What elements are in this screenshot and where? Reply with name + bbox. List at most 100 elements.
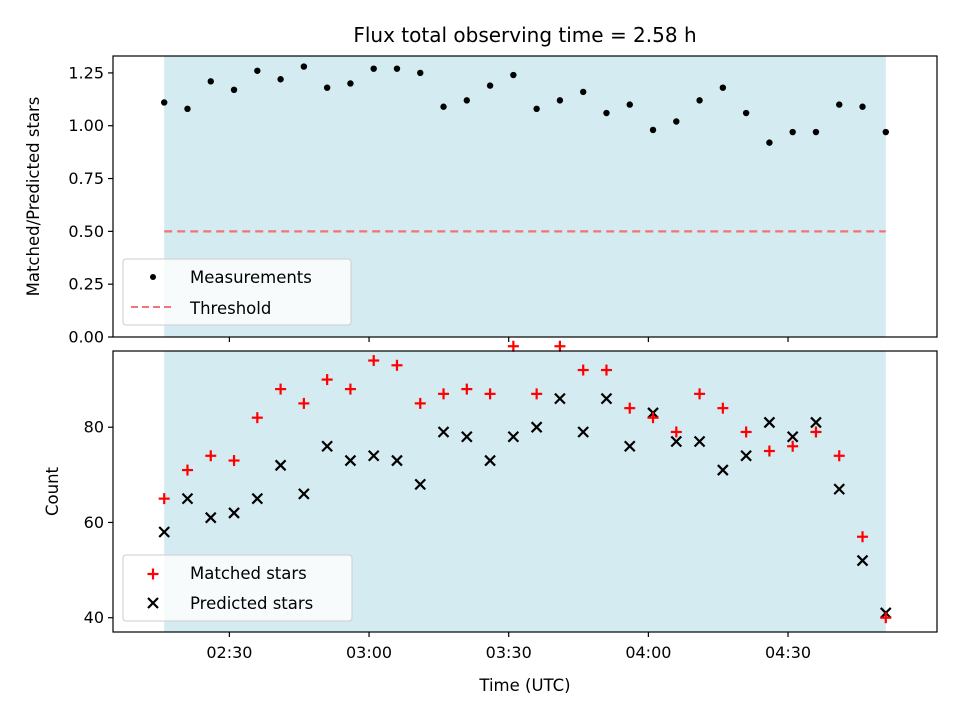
measurement-point bbox=[486, 82, 494, 89]
predicted-stars-point bbox=[414, 478, 427, 491]
measurement-point bbox=[254, 67, 261, 74]
predicted-stars-point bbox=[554, 392, 566, 405]
predicted-stars-point bbox=[367, 450, 380, 462]
chart-title: Flux total observing time = 2.58 h bbox=[353, 23, 696, 47]
measurement-point bbox=[393, 65, 401, 72]
matched-stars-point bbox=[833, 450, 845, 462]
measurement-point bbox=[510, 71, 517, 79]
predicted-stars-point bbox=[833, 483, 846, 495]
measurement-point bbox=[742, 109, 750, 117]
bottom-y-tick-label: 40 bbox=[84, 608, 104, 627]
matched-stars-point bbox=[368, 355, 380, 367]
predicted-stars-point bbox=[507, 430, 520, 443]
predicted-stars-point bbox=[344, 454, 357, 467]
measurement-point bbox=[696, 97, 703, 104]
matched-stars-point bbox=[438, 388, 450, 400]
matched-stars-point bbox=[577, 364, 589, 376]
predicted-stars-point bbox=[181, 492, 194, 505]
matched-stars-point bbox=[624, 402, 636, 414]
top-marks bbox=[161, 63, 889, 233]
matched-stars-point bbox=[600, 364, 612, 376]
bottom-panel: 40 60 80 02:30 03:00 03:30 04:00 04:30 Count T… bbox=[43, 340, 938, 695]
bottom-x-ticks: 02:30 03:00 03:30 04:00 04:30 bbox=[206, 632, 811, 662]
matched-stars-point bbox=[228, 455, 240, 467]
measurement-point bbox=[463, 97, 471, 104]
top-x-ticks bbox=[228, 337, 789, 342]
measurement-point bbox=[370, 65, 377, 72]
x-tick-label: 03:30 bbox=[486, 643, 532, 662]
legend-threshold-label: Threshold bbox=[189, 299, 271, 318]
matched-stars-point bbox=[531, 388, 543, 400]
legend-measurements-marker bbox=[150, 274, 156, 280]
measurement-point bbox=[836, 101, 843, 108]
legend-predicted-marker bbox=[147, 597, 159, 609]
top-y-tick-label: 0.00 bbox=[68, 328, 104, 347]
x-axis-label: Time (UTC) bbox=[478, 676, 570, 695]
x-tick-label: 03:00 bbox=[346, 643, 392, 662]
predicted-stars-point bbox=[530, 421, 543, 433]
measurement-point bbox=[649, 126, 657, 134]
predicted-stars-point bbox=[158, 526, 170, 538]
bottom-legend: Matched stars Predicted stars bbox=[122, 554, 353, 622]
bottom-y-ticks: 40 60 80 bbox=[84, 418, 113, 627]
matched-stars-point bbox=[251, 412, 263, 424]
measurement-point bbox=[603, 109, 610, 117]
matched-stars-point bbox=[344, 383, 356, 395]
measurement-point bbox=[161, 99, 168, 106]
predicted-stars-point bbox=[437, 426, 450, 438]
predicted-stars-point bbox=[321, 440, 333, 453]
legend-measurements-label: Measurements bbox=[190, 268, 312, 287]
measurement-point bbox=[323, 84, 331, 91]
predicted-stars-point bbox=[786, 430, 799, 443]
matched-stars-point bbox=[321, 374, 333, 386]
measurement-point bbox=[230, 86, 238, 94]
measurement-point bbox=[300, 63, 308, 70]
measurement-point bbox=[673, 118, 680, 125]
top-y-tick-label: 1.00 bbox=[68, 116, 104, 135]
matched-stars-point bbox=[647, 412, 659, 424]
matched-stars-point bbox=[787, 440, 799, 452]
matched-stars-point bbox=[507, 340, 519, 352]
legend-matched-label: Matched stars bbox=[190, 564, 307, 583]
measurement-point bbox=[184, 105, 191, 113]
matched-stars-point bbox=[554, 340, 566, 352]
matched-stars-point bbox=[810, 426, 822, 438]
matched-stars-point bbox=[694, 388, 706, 400]
matched-stars-point bbox=[391, 359, 403, 371]
x-tick-label: 04:30 bbox=[765, 643, 811, 662]
predicted-stars-point bbox=[204, 511, 217, 524]
matched-stars-point bbox=[158, 493, 170, 505]
measurement-point bbox=[789, 128, 796, 136]
top-axes-frame bbox=[112, 55, 938, 338]
bottom-y-tick-label: 80 bbox=[84, 418, 104, 437]
predicted-stars-point bbox=[717, 464, 729, 476]
predicted-stars-point bbox=[391, 454, 403, 467]
matched-stars-point bbox=[484, 388, 496, 400]
predicted-stars-point bbox=[856, 554, 869, 567]
top-legend-box bbox=[122, 258, 352, 326]
matched-stars-point bbox=[763, 445, 775, 457]
top-y-tick-label: 0.50 bbox=[68, 222, 104, 241]
matched-stars-point bbox=[181, 464, 193, 476]
predicted-stars-point bbox=[484, 454, 496, 467]
matched-stars-point bbox=[205, 450, 217, 462]
bottom-axes-frame bbox=[112, 350, 938, 633]
predicted-stars-point bbox=[740, 450, 752, 462]
predicted-stars-point bbox=[274, 459, 287, 472]
matched-stars-point bbox=[298, 397, 310, 409]
matched-stars-point bbox=[461, 383, 473, 395]
matched-stars-point bbox=[275, 383, 287, 395]
legend-predicted-label: Predicted stars bbox=[190, 594, 313, 613]
top-y-tick-label: 1.25 bbox=[68, 63, 104, 82]
predicted-stars-point bbox=[810, 416, 822, 429]
predicted-stars-point bbox=[298, 488, 310, 500]
bottom-y-tick-label: 60 bbox=[84, 513, 104, 532]
matched-stars-point bbox=[740, 426, 752, 438]
measurement-point bbox=[579, 88, 587, 96]
x-tick-label: 02:30 bbox=[206, 643, 252, 662]
top-y-axis-label: Matched/Predicted stars bbox=[24, 97, 43, 297]
measurement-point bbox=[417, 69, 424, 77]
predicted-stars-point bbox=[228, 507, 240, 519]
predicted-stars-point bbox=[623, 440, 636, 453]
top-y-tick-label: 0.75 bbox=[68, 169, 104, 188]
